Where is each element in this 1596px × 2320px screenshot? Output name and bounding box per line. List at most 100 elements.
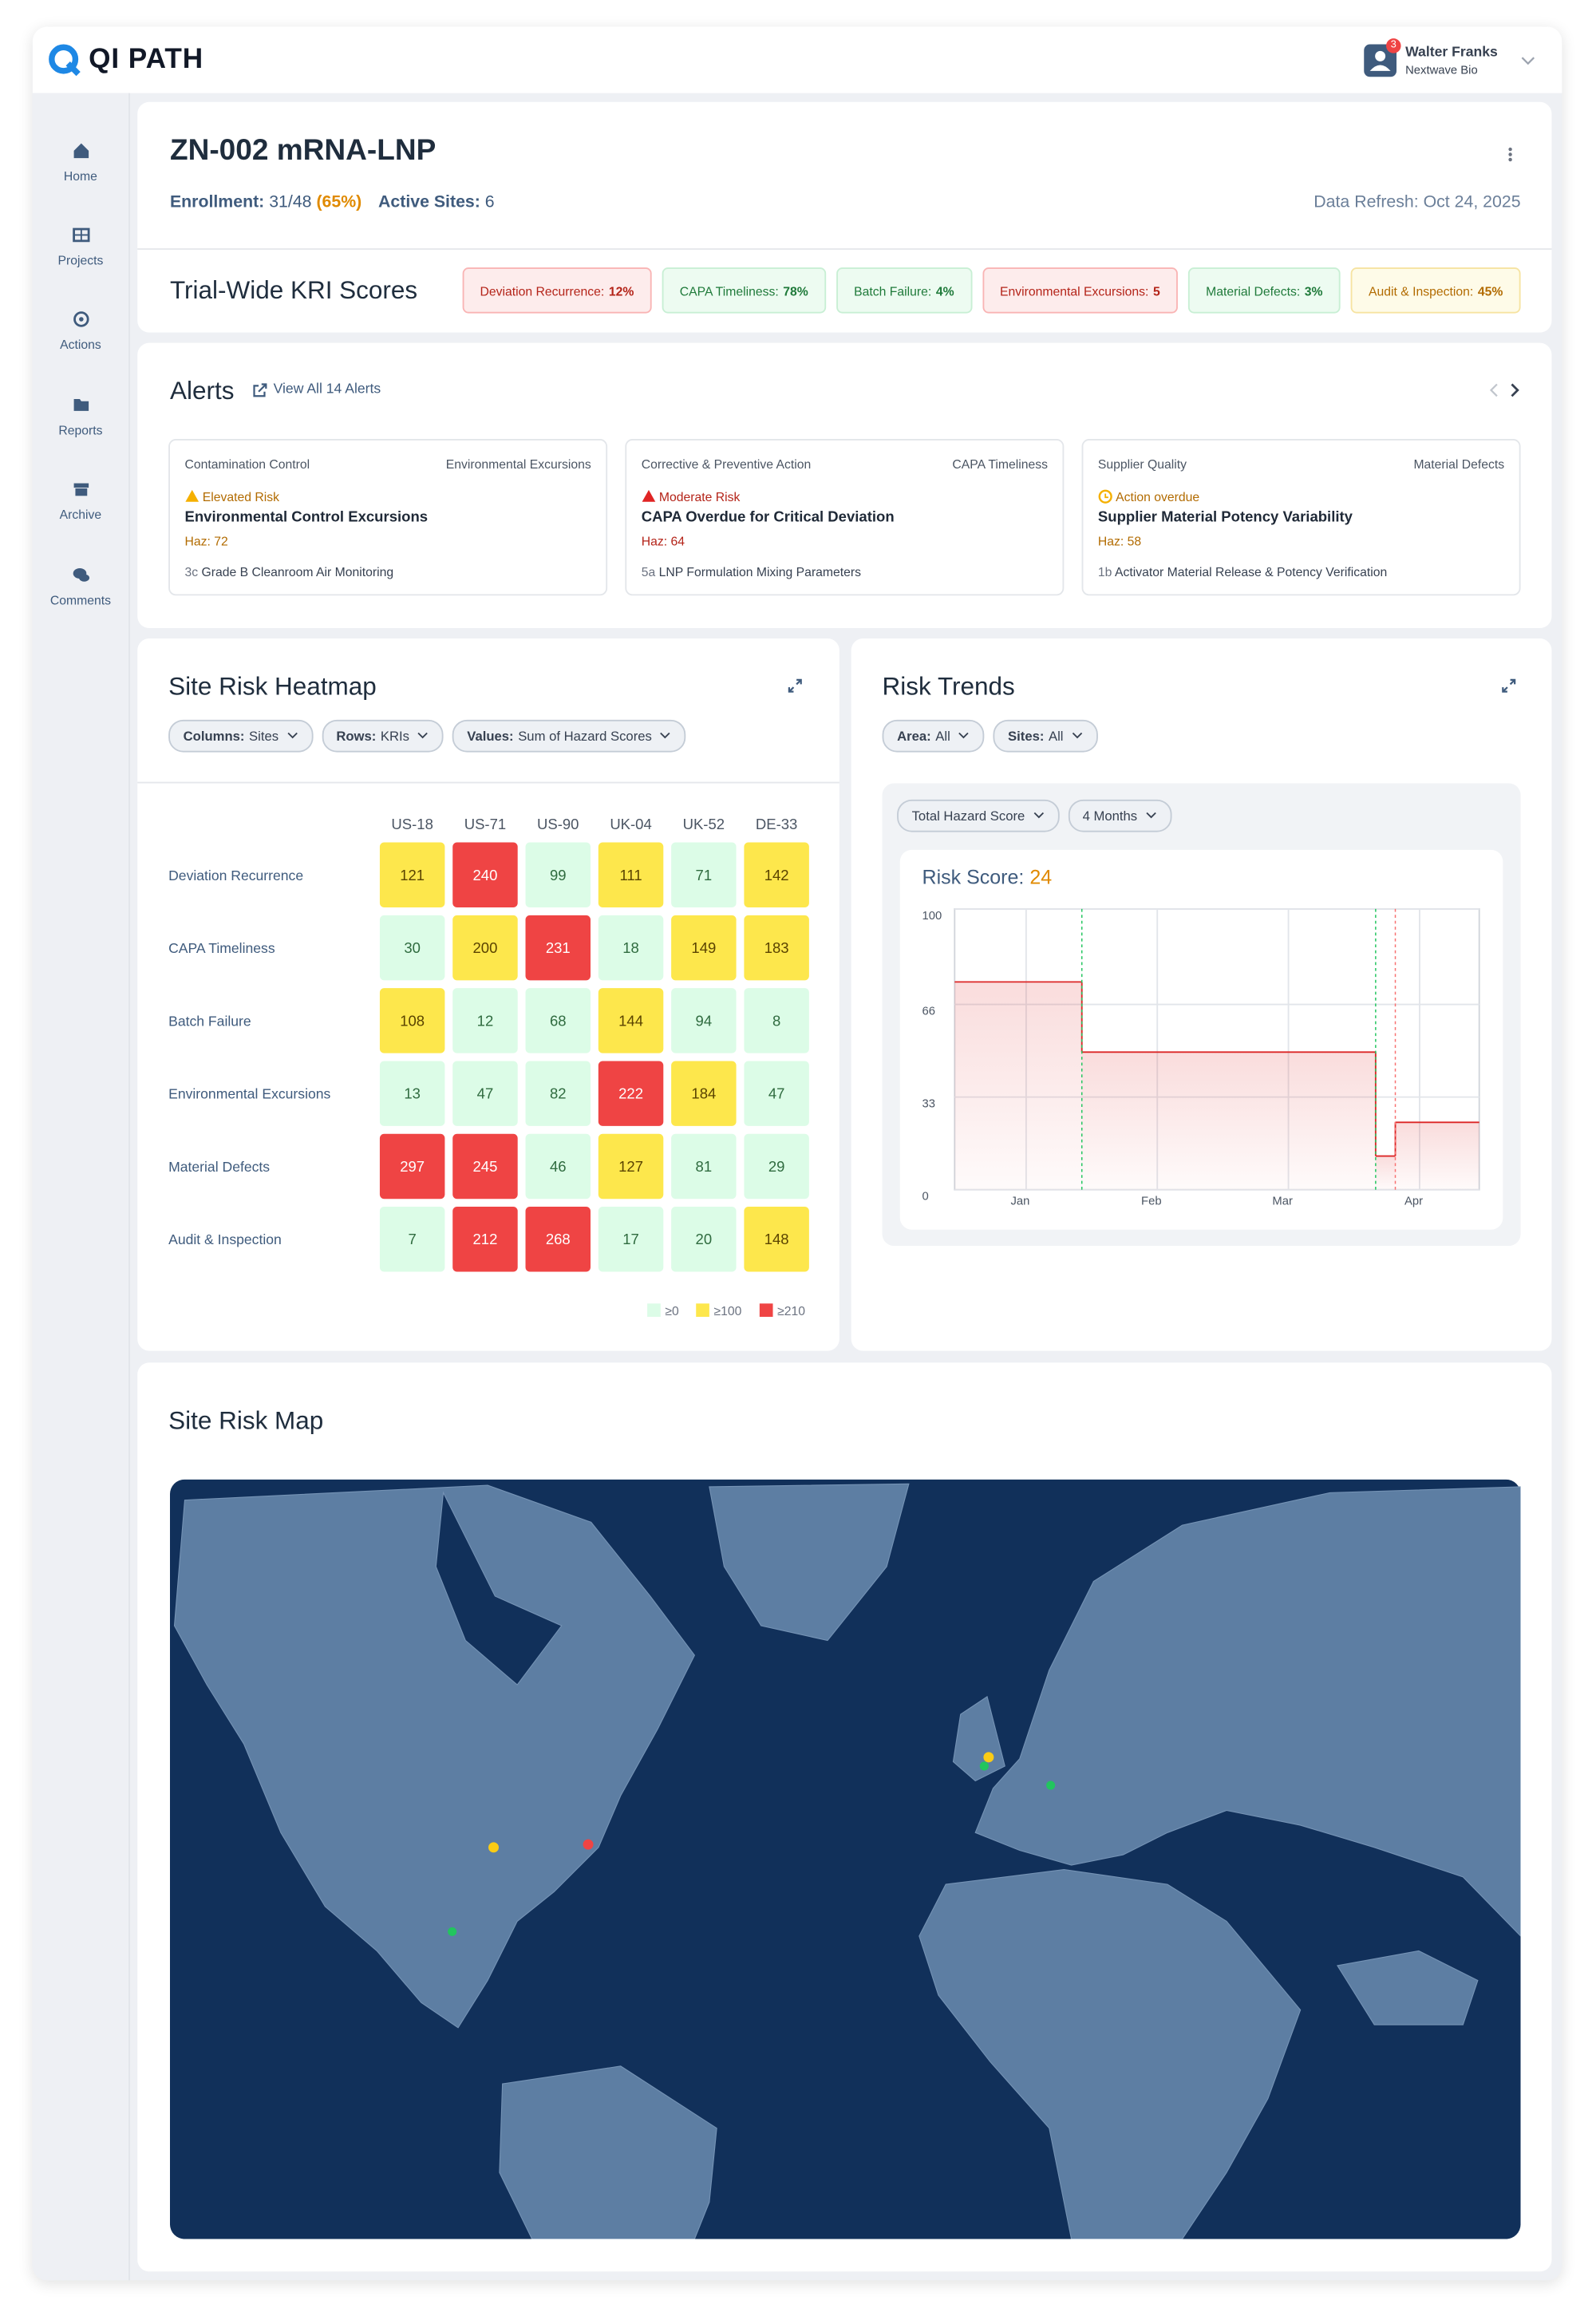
alert-card[interactable]: Supplier Quality Material Defects Action… (1081, 438, 1521, 596)
nav-label: Archive (59, 507, 102, 522)
legend-swatch (759, 1303, 773, 1317)
legend-swatch (696, 1303, 709, 1317)
heatmap-cell (379, 1061, 445, 1126)
cell-value: 268 (546, 1231, 571, 1247)
cell-value: 148 (764, 1231, 789, 1247)
more-menu[interactable] (1506, 144, 1515, 165)
filter-chip[interactable]: Rows: KRIs (321, 719, 444, 753)
alert-category: Supplier Quality (1097, 456, 1187, 472)
alert-level: Moderate Risk (658, 488, 741, 504)
cell-value: 183 (764, 939, 789, 956)
nav-label: Projects (57, 252, 104, 268)
view-all-alerts[interactable]: View All 14 Alerts (273, 381, 381, 398)
legend-label: ≥210 (777, 1305, 805, 1318)
kri-pill: Batch Failure: 4% (836, 267, 972, 314)
divider (137, 781, 839, 784)
nav-actions[interactable]: Actions (33, 310, 128, 352)
filter-chip[interactable]: Columns: Sites (168, 719, 313, 753)
metric-select[interactable]: Total Hazard Score (897, 799, 1059, 832)
heatmap-card: Site Risk Heatmap Columns: Sites Rows: KRI… (137, 638, 839, 1351)
cell-value: 20 (696, 1231, 713, 1247)
filter-chip[interactable]: Values: Sum of Hazard Scores (452, 719, 686, 753)
kri-pill: CAPA Timeliness: 78% (662, 267, 826, 314)
alert-category: Corrective & Preventive Action (641, 456, 812, 472)
expand-icon[interactable] (788, 678, 803, 694)
heatmap-cell (452, 1133, 518, 1200)
cell-value: 12 (477, 1012, 494, 1029)
y-tick-label: 33 (922, 1098, 935, 1111)
column-label: DE-33 (756, 816, 797, 832)
heatmap-cell (671, 988, 737, 1053)
row-label: Material Defects (168, 1159, 270, 1175)
column-label: US-18 (391, 816, 433, 832)
nav-comments[interactable]: Comments (33, 566, 128, 607)
warning-icon (642, 489, 656, 502)
alert-ref: 3c Grade B Cleanroom Air Monitoring (184, 564, 393, 579)
sites-value: 6 (484, 193, 495, 211)
enrollment-label: Enrollment: (169, 193, 265, 211)
alert-kri: Environmental Excursions (445, 456, 591, 472)
filter-value: All (935, 728, 950, 744)
kri-label: Environmental Excursions: (1000, 283, 1149, 298)
heatmap-cell (744, 1133, 809, 1200)
cell-value: 47 (768, 1085, 785, 1102)
enrollment-pct: (65%) (316, 193, 362, 211)
period-select[interactable]: 4 Months (1068, 799, 1171, 832)
trend-chart-card: Risk Score: 24 0 33 66 100 Jan Feb Mar Apr (899, 849, 1503, 1230)
filter-chip[interactable]: Area: All (882, 719, 985, 753)
cell-value: 47 (477, 1085, 494, 1102)
nav-reports[interactable]: Reports (33, 396, 128, 437)
site-marker[interactable] (983, 1752, 994, 1763)
kri-title: Trial-Wide KRI Scores (169, 276, 418, 305)
filter-value: Sum of Hazard Scores (518, 728, 652, 744)
step-area (1081, 1052, 1376, 1190)
site-marker[interactable] (448, 1927, 457, 1936)
nav-home[interactable]: Home (33, 142, 128, 184)
study-card: ZN-002 mRNA-LNP Enrollment: 31/48 (65%) … (137, 101, 1552, 333)
site-marker[interactable] (583, 1839, 594, 1850)
alert-card[interactable]: Contamination Control Environmental Excu… (168, 438, 608, 596)
notification-badge: 3 (1386, 38, 1401, 53)
row-label: CAPA Timeliness (168, 940, 275, 956)
y-tick-label: 100 (922, 910, 942, 923)
step-area (1375, 1156, 1396, 1190)
cell-value: 222 (618, 1085, 643, 1102)
nav-archive[interactable]: Archive (33, 480, 128, 522)
expand-icon[interactable] (1501, 678, 1516, 694)
user-menu-chevron[interactable] (1521, 55, 1536, 67)
nav-label: Reports (58, 422, 103, 438)
heatmap-cell (525, 1133, 591, 1200)
cell-value: 18 (622, 939, 639, 956)
heatmap-title: Site Risk Heatmap (168, 672, 377, 701)
heatmap-cell (744, 988, 809, 1053)
heatmap-cell (598, 915, 664, 981)
ref-code: 5a (641, 564, 656, 579)
site-marker[interactable] (488, 1842, 499, 1853)
cell-value: 68 (550, 1012, 567, 1029)
filter-label: Area: (897, 728, 931, 744)
heatmap-cell (671, 915, 737, 981)
filter-chip[interactable]: Sites: All (993, 719, 1098, 753)
ref-text: Activator Material Release & Potency Ver… (1114, 564, 1388, 579)
alert-level: Elevated Risk (202, 488, 279, 504)
alert-title: Supplier Material Potency Variability (1097, 509, 1353, 527)
alert-title: Environmental Control Excursions (184, 509, 429, 527)
period-value: 4 Months (1082, 808, 1138, 824)
y-tick-label: 0 (922, 1191, 929, 1203)
heatmap-cell (744, 1061, 809, 1126)
carousel-arrows[interactable] (1489, 383, 1523, 398)
cell-value: 17 (622, 1231, 639, 1247)
site-marker[interactable] (979, 1761, 989, 1771)
site-marker[interactable] (1046, 1781, 1056, 1790)
column-label: US-90 (537, 816, 579, 832)
alert-haz: Haz: 64 (641, 533, 685, 549)
heatmap-cell (744, 915, 809, 981)
nav-projects[interactable]: Projects (33, 226, 128, 267)
nav-label: Home (63, 168, 97, 184)
world-map[interactable] (169, 1479, 1521, 2239)
step-area (954, 982, 1082, 1190)
cell-value: 30 (404, 939, 421, 956)
alert-card[interactable]: Corrective & Preventive Action CAPA Time… (625, 438, 1065, 596)
cell-value: 7 (409, 1231, 417, 1247)
